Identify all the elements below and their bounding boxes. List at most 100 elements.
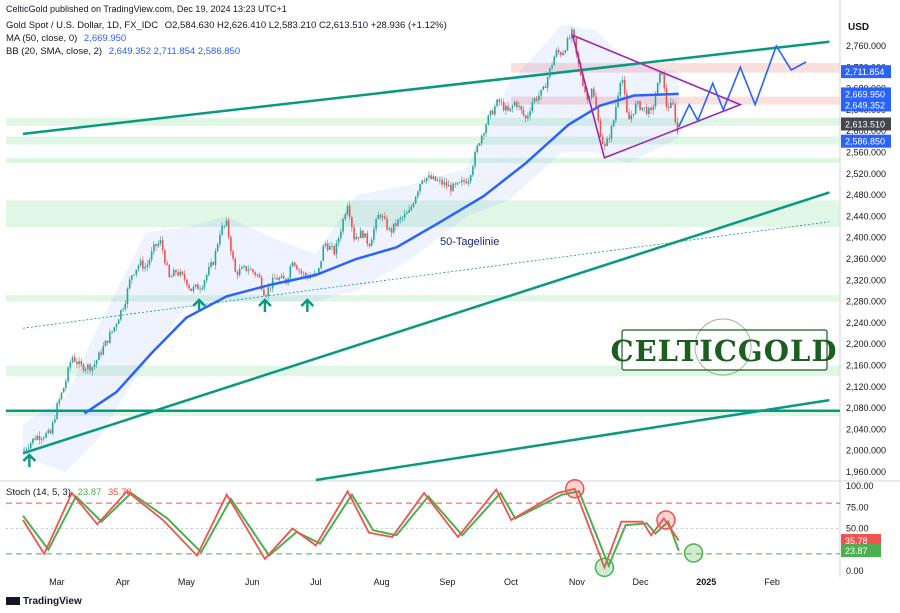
support-zone-5 bbox=[6, 365, 840, 377]
candle-body bbox=[135, 269, 138, 275]
candle-body bbox=[469, 175, 472, 182]
candle-body bbox=[274, 277, 276, 279]
candle-body bbox=[379, 214, 382, 218]
stoch-signal-circle-0 bbox=[564, 479, 585, 499]
candle-body bbox=[467, 181, 470, 184]
candle-body bbox=[181, 271, 184, 275]
candle-body bbox=[397, 219, 399, 226]
time-axis-tick-8: Nov bbox=[569, 577, 586, 587]
candle-body bbox=[161, 240, 164, 251]
support-zone-1 bbox=[6, 200, 840, 228]
candle-body bbox=[562, 52, 564, 56]
candle-body bbox=[505, 105, 507, 111]
candle-body bbox=[291, 262, 294, 267]
candle-body bbox=[566, 38, 569, 51]
candle-body bbox=[113, 327, 116, 332]
candle-body bbox=[368, 243, 371, 247]
candle-body bbox=[111, 331, 113, 333]
candle-body bbox=[335, 242, 338, 255]
candle-body bbox=[56, 403, 58, 420]
currency-label[interactable]: USD bbox=[848, 22, 870, 33]
candle-body bbox=[124, 303, 127, 310]
candle-body bbox=[197, 284, 199, 290]
ma-legend[interactable]: MA (50, close, 0) 2,669.950 bbox=[6, 33, 130, 44]
candle-body bbox=[623, 80, 626, 94]
candle-body bbox=[186, 279, 188, 285]
candle-body bbox=[91, 367, 94, 371]
candle-body bbox=[221, 225, 223, 235]
price-axis-tick-20: 2,760.000 bbox=[846, 41, 886, 51]
price-projection-path[interactable] bbox=[677, 44, 807, 128]
candle-body bbox=[159, 240, 162, 244]
triangle-pattern[interactable] bbox=[571, 33, 743, 159]
candle-body bbox=[410, 206, 413, 210]
symbol-title[interactable]: Gold Spot / U.S. Dollar, 1D, FX_IDC bbox=[6, 20, 159, 31]
candle-body bbox=[205, 274, 208, 281]
candle-body bbox=[36, 436, 39, 440]
candle-body bbox=[183, 274, 186, 280]
price-axis-tick-15: 2,560.000 bbox=[846, 147, 886, 157]
candle-body bbox=[289, 266, 292, 279]
candle-body bbox=[54, 419, 56, 423]
candle-body bbox=[637, 101, 639, 104]
ma50-line[interactable] bbox=[83, 92, 679, 415]
ma-legend-label: MA (50, close, 0) bbox=[6, 33, 78, 44]
candle-body bbox=[619, 82, 622, 96]
candle-body bbox=[102, 346, 105, 355]
celticgold-logo: CELTICGOLD bbox=[610, 318, 837, 376]
price-pane[interactable] bbox=[6, 30, 840, 480]
time-axis-tick-10: 2025 bbox=[696, 577, 716, 587]
candle-body bbox=[443, 182, 446, 185]
candle-body bbox=[476, 145, 479, 152]
candle-body bbox=[639, 101, 641, 111]
stoch-k-line[interactable] bbox=[22, 487, 680, 570]
candle-body bbox=[190, 288, 193, 292]
candle-body bbox=[322, 245, 325, 261]
support-zone-6 bbox=[6, 410, 840, 417]
candle-body bbox=[654, 95, 657, 107]
candle-body bbox=[487, 115, 490, 125]
bb-legend[interactable]: BB (20, SMA, close, 2) 2,649.352 2,711.8… bbox=[6, 46, 244, 57]
candle-body bbox=[432, 176, 435, 180]
candle-body bbox=[324, 243, 327, 246]
candle-body bbox=[535, 98, 538, 101]
tradingview-brand[interactable]: TradingView bbox=[6, 596, 82, 607]
price-label-box-0 bbox=[841, 65, 891, 79]
candle-body bbox=[436, 180, 439, 181]
candle-body bbox=[318, 268, 320, 274]
candle-body bbox=[485, 124, 487, 134]
candle-body bbox=[227, 220, 230, 238]
candle-body bbox=[164, 250, 166, 264]
candle-body bbox=[663, 74, 666, 89]
price-axis-tick-0: 1,960.000 bbox=[846, 467, 886, 477]
candle-body bbox=[309, 276, 311, 279]
up-arrow-icon bbox=[258, 298, 272, 312]
candle-body bbox=[430, 175, 432, 180]
candle-body bbox=[175, 269, 177, 273]
candle-body bbox=[604, 144, 606, 147]
candle-body bbox=[45, 433, 47, 438]
channel-upper-line bbox=[22, 40, 830, 136]
candle-body bbox=[69, 362, 72, 368]
channel-middle-line bbox=[22, 191, 830, 455]
candle-body bbox=[43, 437, 45, 439]
price-axis-tick-4: 2,120.000 bbox=[846, 382, 886, 392]
stoch-value-box-1 bbox=[841, 544, 881, 558]
stoch-value-label-0: 35.78 bbox=[845, 536, 868, 546]
candle-body bbox=[133, 274, 135, 276]
price-axis-tick-7: 2,240.000 bbox=[846, 318, 886, 328]
candle-body bbox=[106, 340, 109, 343]
stoch-legend[interactable]: Stoch (14, 5, 3) 23.87 35.78 bbox=[6, 487, 136, 498]
candle-body bbox=[199, 289, 201, 291]
stoch-axis-tick-4: 100.00 bbox=[846, 481, 874, 491]
tradingview-brand-label: TradingView bbox=[23, 596, 82, 607]
candle-body bbox=[329, 246, 331, 250]
candle-body bbox=[665, 88, 668, 107]
stoch-d-line[interactable] bbox=[22, 490, 680, 569]
candle-body bbox=[428, 175, 430, 178]
candle-body bbox=[276, 278, 278, 280]
candle-body bbox=[381, 216, 384, 218]
candle-body bbox=[357, 236, 360, 239]
candle-body bbox=[331, 245, 333, 247]
